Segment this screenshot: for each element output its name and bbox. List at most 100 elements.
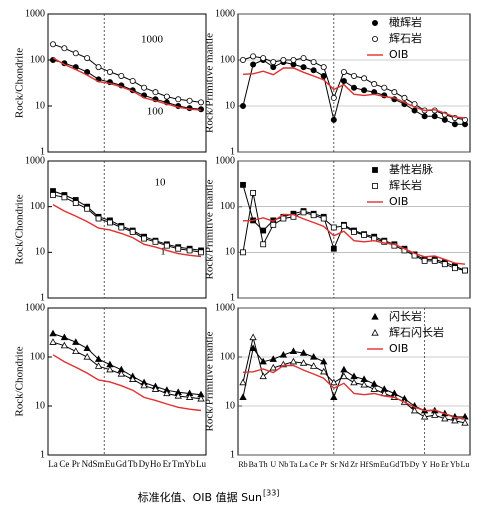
marker [175,96,182,103]
y-tick-label: 100 [220,54,235,65]
marker [152,238,159,245]
marker [421,113,428,120]
x-tick-label: Th [259,460,268,469]
marker [60,341,69,349]
annotation: 10 [155,177,167,189]
marker [94,362,103,369]
marker [340,372,348,380]
marker [340,68,347,75]
x-tick-label: Y [422,460,428,469]
marker [239,393,247,400]
marker [421,257,428,264]
marker [250,53,257,60]
y-tick-label: 100 [220,201,235,212]
x-tick-label: La [299,460,308,469]
marker [152,89,159,96]
marker [350,84,357,91]
marker [330,116,337,123]
marker [279,350,288,358]
x-tick-label: U [270,460,276,469]
marker [269,363,277,371]
marker [259,372,267,380]
marker [186,97,193,104]
marker [340,365,348,373]
y-tick-label: 1 [230,146,235,157]
marker [107,219,113,226]
series-line [52,354,202,412]
marker [290,57,297,64]
marker [259,357,267,365]
marker [50,192,56,198]
x-tick-label: Sm [93,459,105,469]
marker [441,261,448,268]
marker [320,357,328,365]
x-tick-label: Gd [389,460,399,469]
x-tick-label: Hf [360,460,369,469]
marker [129,375,137,382]
marker [239,378,247,386]
marker [330,245,337,252]
marker [270,64,277,71]
y-axis-label: Rock/Chondrite [14,194,26,264]
x-tick-label: Sr [330,460,337,469]
legend-label: 橄辉岩 [389,15,422,29]
series-line [242,59,465,125]
plot-frame [47,307,207,456]
marker [129,229,136,235]
marker [249,333,257,341]
marker [431,257,438,264]
marker [320,215,327,222]
series-line [242,364,466,420]
x-tick-label: Ta [290,460,298,469]
x-tick-label: Ho [430,460,440,469]
marker [117,369,125,377]
marker [330,378,338,386]
marker [50,41,57,48]
marker [289,347,298,355]
marker [410,406,419,414]
marker [118,72,125,79]
marker [249,344,257,351]
x-tick-label: Yb [450,460,460,469]
y-tick-label: 1 [40,146,45,157]
marker [361,87,368,94]
y-tick-label: 1000 [25,8,45,19]
y-tick-label: 1 [230,292,235,303]
marker [250,190,256,196]
marker [280,57,287,64]
y-tick-label: 100 [30,201,45,212]
plot-frame [237,13,471,153]
marker [95,64,102,71]
marker [151,385,160,392]
marker [61,194,68,201]
marker [83,352,91,360]
legend-label: OIB [389,195,408,208]
y-axis-label: Rock/Primitive mantle [204,179,216,279]
marker [72,347,80,355]
x-tick-label: Lu [196,459,206,469]
marker [239,57,246,64]
caption: 标准化值、OIB 值据 Sun [138,490,262,504]
marker [361,232,367,238]
legend-label: OIB [389,342,408,355]
x-tick-label: Pr [320,460,327,469]
x-tick-label: Nd [339,460,349,469]
x-tick-label: Er [163,459,172,469]
marker [106,365,114,373]
marker [270,59,277,66]
marker [270,221,277,228]
series-line [52,203,202,258]
y-tick-label: 100 [30,351,45,362]
marker [198,249,204,256]
marker [175,245,182,252]
y-axis-label: Rock/Chondrite [14,48,26,118]
marker [49,329,57,337]
marker [411,107,418,114]
marker [240,249,246,256]
marker [163,93,170,100]
y-tick-label: 100 [30,54,45,65]
marker [300,64,307,71]
marker [462,267,468,274]
marker [300,209,307,216]
